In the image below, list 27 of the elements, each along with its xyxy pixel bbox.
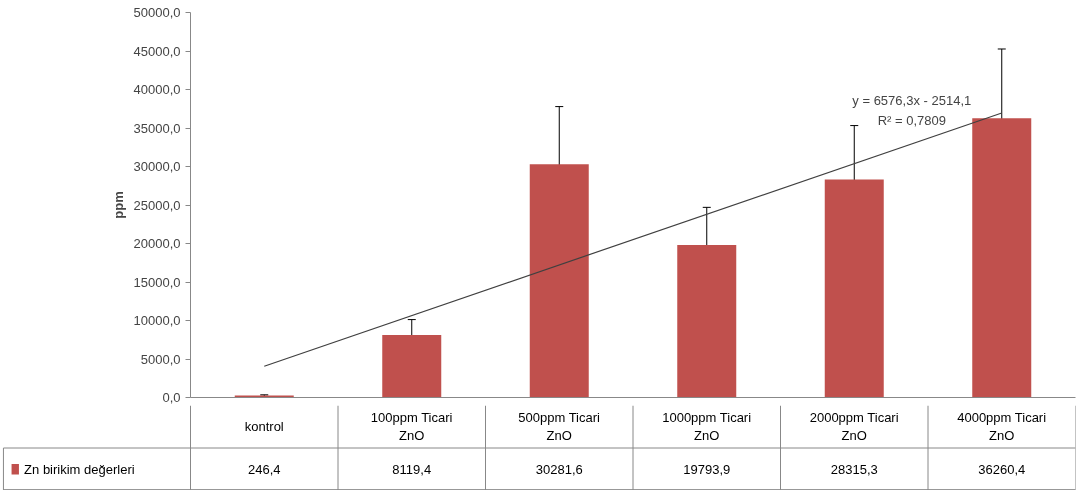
y-tick-label: 5000,0 [140,351,181,367]
y-tick-label: 45000,0 [133,43,181,59]
text: 19793,9 [683,461,731,477]
y-tick-label: 40000,0 [133,82,181,97]
text: 36260,4 [978,461,1026,477]
y-tick-label: 30000,0 [133,159,181,174]
annotation: y = 6576,3x - 2514,1 [852,92,972,108]
x-tick-label: 4000ppm Ticari ZnO [957,410,1047,444]
y-axis-title: ppm [110,191,126,219]
x-tick-label: 100ppm Ticari ZnO [370,410,453,444]
text: 30281,6 [535,461,583,477]
x-tick-label: kontrol [244,419,284,435]
y-tick-label: 0,0 [162,390,181,405]
y-tick-label: 50000,0 [133,5,181,20]
text: 246,4 [247,461,281,477]
text: 28315,3 [830,461,878,477]
text: 8119,4 [392,461,432,477]
y-tick-label: 35000,0 [133,120,181,136]
x-tick-label: 500ppm Ticari ZnO [518,410,601,444]
legend-label: Zn birikim değerleri [24,461,135,477]
annotation: R² = 0,7809 [877,112,946,128]
x-tick-label: 2000ppm Ticari ZnO [809,410,899,444]
x-tick-label: 1000ppm Ticari ZnO [662,410,752,444]
y-tick-label: 20000,0 [133,236,181,251]
y-tick-label: 25000,0 [133,197,181,213]
y-tick-label: 10000,0 [133,313,181,328]
y-tick-label: 15000,0 [133,274,181,290]
